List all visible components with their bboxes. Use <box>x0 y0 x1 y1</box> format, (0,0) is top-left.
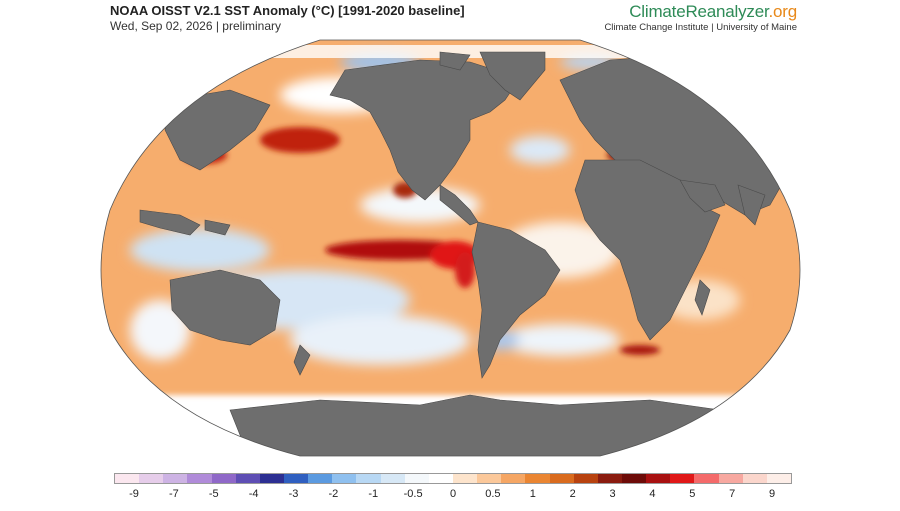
land-antarctica <box>229 394 721 456</box>
colorbar-tick-label: -0.5 <box>403 488 423 500</box>
colorbar-swatch <box>115 474 140 483</box>
colorbar-tick-label: -2 <box>328 488 339 500</box>
colorbar-swatch <box>525 474 550 483</box>
colorbar-swatch <box>235 474 260 483</box>
colorbar-tick-label: -4 <box>248 488 259 500</box>
colorbar-tick-label: 1 <box>529 488 536 500</box>
land-greenland <box>479 51 546 101</box>
colorbar-swatch <box>356 474 381 483</box>
colorbar-tick-label: 5 <box>689 488 696 500</box>
colorbar-swatch <box>718 474 743 483</box>
map-subtitle: Wed, Sep 02, 2026 | preliminary <box>110 19 281 33</box>
land-central-america <box>439 184 479 226</box>
colorbar-swatch <box>646 474 671 483</box>
colorbar-swatch <box>308 474 333 483</box>
colorbar-swatch <box>573 474 598 483</box>
colorbar-swatch <box>163 474 188 483</box>
land-arabia <box>679 179 726 213</box>
brand-name-org: .org <box>768 2 798 21</box>
colorbar-tick-label: 7 <box>729 488 736 500</box>
colorbar-swatch <box>766 474 791 483</box>
colorbar-swatch <box>211 474 236 483</box>
colorbar-tick-label: 2 <box>569 488 576 500</box>
colorbar-tick-label: -1 <box>368 488 379 500</box>
land-new-zealand <box>293 344 311 376</box>
brand-logo[interactable]: ClimateReanalyzer.org Climate Change Ins… <box>604 2 797 33</box>
colorbar-swatch <box>428 474 453 483</box>
brand-name: ClimateReanalyzer.org <box>604 2 797 22</box>
colorbar-swatch <box>597 474 622 483</box>
land-india <box>737 184 766 226</box>
colorbar-swatch <box>549 474 574 483</box>
globe-outline <box>100 39 801 457</box>
land-indonesia <box>139 209 201 236</box>
colorbar-swatch <box>283 474 309 483</box>
colorbar-tick-label: 3 <box>609 488 616 500</box>
colorbar-swatch <box>742 474 767 483</box>
colorbar-swatch <box>477 474 502 483</box>
colorbar-tick-label: 0 <box>449 488 457 500</box>
colorbar-swatch <box>501 474 526 483</box>
colorbar-tick-label: -5 <box>208 488 219 500</box>
colorbar-swatch <box>694 474 719 483</box>
map-title: NOAA OISST V2.1 SST Anomaly (°C) [1991-2… <box>110 3 465 18</box>
land-madagascar <box>694 279 711 316</box>
brand-tagline: Climate Change Institute | University of… <box>604 22 797 33</box>
land-south-america <box>471 221 561 379</box>
colorbar-tick-label: -9 <box>129 488 139 500</box>
land-australia <box>169 269 281 346</box>
colorbar-tick-label: 0.5 <box>485 488 501 500</box>
legend-colorbar <box>114 473 792 484</box>
colorbar-tick-label: -3 <box>288 488 299 500</box>
colorbar-swatch <box>259 474 284 483</box>
brand-name-main: ClimateReanalyzer <box>629 2 769 21</box>
colorbar-swatch <box>670 474 695 483</box>
colorbar-tick-label: 4 <box>649 488 656 500</box>
colorbar-tick-label: 9 <box>768 488 776 500</box>
colorbar-swatch <box>452 474 478 483</box>
colorbar-swatch <box>332 474 357 483</box>
colorbar-swatch <box>380 474 405 483</box>
colorbar-swatch <box>404 474 429 483</box>
colorbar-swatch <box>139 474 164 483</box>
colorbar-tick-label: -7 <box>168 488 179 500</box>
land-east-asia <box>164 89 271 171</box>
colorbar-swatch <box>187 474 212 483</box>
colorbar-swatch <box>621 474 647 483</box>
